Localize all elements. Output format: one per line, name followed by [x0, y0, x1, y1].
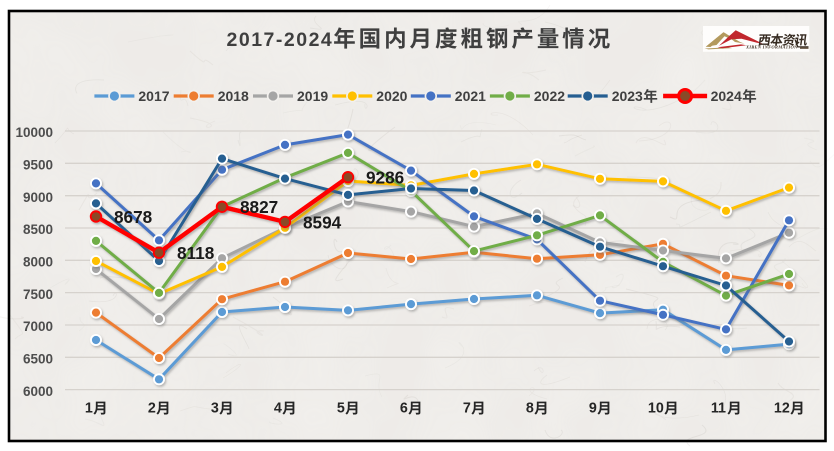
svg-text:7: 7 [463, 401, 471, 417]
svg-text:2024: 2024 [711, 88, 742, 104]
svg-text:2017-2024: 2017-2024 [227, 29, 334, 51]
svg-text:2022: 2022 [534, 88, 565, 104]
svg-text:8594: 8594 [303, 212, 342, 232]
svg-text:2020: 2020 [376, 88, 407, 104]
svg-text:8827: 8827 [240, 197, 278, 217]
svg-text:6500: 6500 [23, 352, 53, 367]
svg-text:2023: 2023 [612, 88, 643, 104]
svg-text:12: 12 [774, 401, 790, 417]
svg-text:XIBEN INFORMATION: XIBEN INFORMATION [745, 45, 798, 50]
svg-text:7000: 7000 [23, 319, 53, 334]
svg-text:9500: 9500 [23, 158, 53, 173]
svg-text:2017: 2017 [138, 88, 169, 104]
svg-text:6: 6 [400, 401, 408, 417]
svg-text:8: 8 [526, 401, 534, 417]
svg-text:4: 4 [274, 401, 282, 417]
svg-text:7500: 7500 [23, 287, 53, 302]
svg-text:1: 1 [85, 401, 93, 417]
svg-text:8000: 8000 [23, 255, 53, 270]
svg-text:5: 5 [337, 401, 345, 417]
svg-text:3: 3 [211, 401, 219, 417]
svg-text:10000: 10000 [15, 125, 53, 140]
svg-text:2018: 2018 [218, 88, 249, 104]
svg-text:2021: 2021 [455, 88, 486, 104]
svg-text:11: 11 [711, 401, 726, 417]
svg-text:2: 2 [148, 401, 156, 417]
svg-text:8678: 8678 [114, 207, 153, 227]
svg-text:8500: 8500 [23, 222, 53, 237]
svg-text:9: 9 [589, 401, 597, 417]
svg-text:9000: 9000 [23, 190, 53, 205]
svg-text:9286: 9286 [366, 168, 404, 188]
svg-text:6000: 6000 [23, 384, 53, 399]
svg-text:10: 10 [648, 401, 664, 417]
svg-text:2019: 2019 [297, 88, 328, 104]
svg-text:8118: 8118 [177, 243, 215, 263]
